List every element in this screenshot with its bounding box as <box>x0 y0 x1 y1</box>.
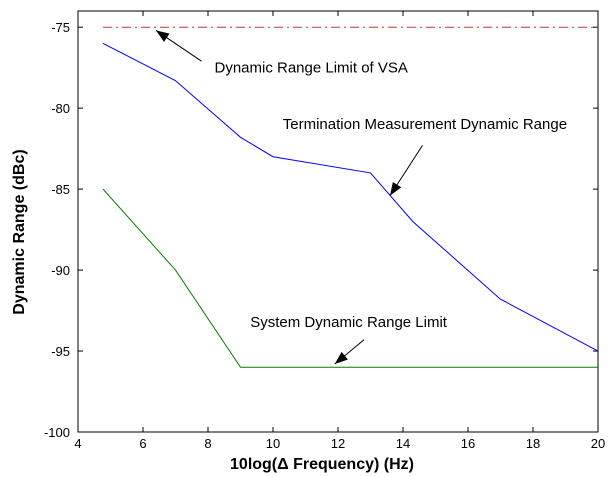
annotation-label: Termination Measurement Dynamic Range <box>283 116 567 133</box>
x-tick-label: 20 <box>591 436 605 451</box>
arrowhead-icon <box>156 30 170 42</box>
x-tick-label: 12 <box>331 436 345 451</box>
series-layer <box>102 26 599 368</box>
y-tick-label: -100 <box>44 425 70 440</box>
x-tick-label: 10 <box>266 436 280 451</box>
annotation-label: Dynamic Range Limit of VSA <box>215 60 408 77</box>
axis-ticks: 4 6 8 10 12 14 16 18 20 -75 -80 -85 -90 -95 -100 <box>44 11 605 451</box>
y-axis-label: Dynamic Range (dBc) <box>11 149 28 314</box>
x-axis-label: 10log(Δ Frequency) (Hz) <box>230 456 414 473</box>
annotation-label: System Dynamic Range Limit <box>250 314 448 331</box>
annotations-layer: Dynamic Range Limit of VSA Termination Me… <box>155 30 567 365</box>
arrowhead-icon <box>390 181 402 196</box>
y-tick-label: -75 <box>51 20 70 35</box>
series-line-2 <box>102 42 599 352</box>
y-tick-label: -80 <box>51 101 70 116</box>
x-tick-label: 16 <box>461 436 475 451</box>
y-tick-label: -95 <box>51 344 70 359</box>
y-tick-label: -90 <box>51 263 70 278</box>
series-line-3 <box>102 188 598 368</box>
arrowhead-icon <box>334 351 348 364</box>
x-tick-label: 4 <box>74 436 81 451</box>
y-tick-label: -85 <box>51 182 70 197</box>
x-tick-label: 6 <box>139 436 146 451</box>
x-tick-label: 18 <box>526 436 540 451</box>
x-tick-label: 14 <box>396 436 410 451</box>
x-tick-label: 8 <box>204 436 211 451</box>
